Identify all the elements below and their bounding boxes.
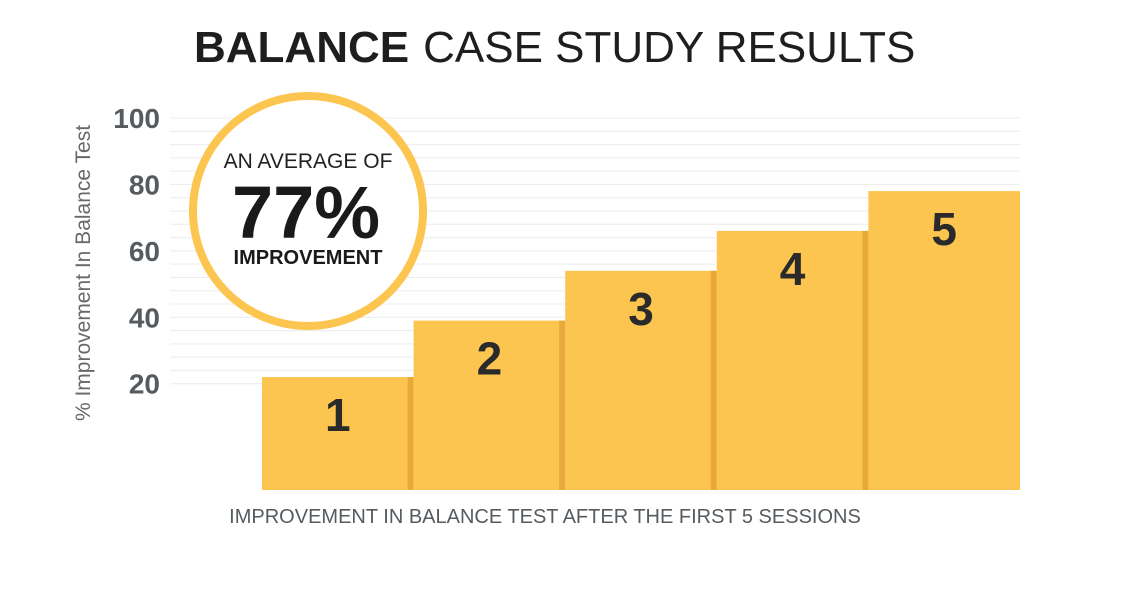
bar-1 xyxy=(262,377,414,490)
chart-title-bold: BALANCE xyxy=(194,23,409,72)
x-axis-label: IMPROVEMENT IN BALANCE TEST AFTER THE FI… xyxy=(229,506,861,528)
badge-top-text: AN AVERAGE OF xyxy=(224,150,393,173)
badge-ring xyxy=(189,92,427,330)
badge-value: 77% xyxy=(232,171,380,254)
bar-category-label: 5 xyxy=(931,203,957,255)
bar-edge-shadow xyxy=(559,320,566,490)
bar-edge-shadow xyxy=(862,230,869,490)
y-tick-label: 80 xyxy=(129,169,160,200)
bar-2 xyxy=(413,320,566,490)
y-tick-label: 100 xyxy=(113,103,160,134)
y-axis-ticks: 20 40 60 80 100 xyxy=(113,103,160,400)
chart-title: BALANCE CASE STUDY RESULTS xyxy=(194,23,915,72)
chart-title-light: CASE STUDY RESULTS xyxy=(423,23,915,72)
bars: 1 2 3 4 5 xyxy=(262,191,1020,491)
bar-category-label: 3 xyxy=(628,283,654,335)
bar-edge-shadow xyxy=(710,270,717,490)
badge-bottom-text: IMPROVEMENT xyxy=(234,247,383,269)
average-badge: AN AVERAGE OF 77% IMPROVEMENT xyxy=(189,92,427,330)
bar-3 xyxy=(565,270,717,490)
bar-5 xyxy=(868,191,1020,491)
bar-4 xyxy=(716,230,869,490)
bar-category-label: 4 xyxy=(780,243,806,295)
bar-category-label: 1 xyxy=(325,389,351,441)
y-tick-label: 60 xyxy=(129,236,160,267)
y-axis-label: % Improvement In Balance Test xyxy=(72,125,95,421)
y-tick-label: 40 xyxy=(129,302,160,333)
bar-category-label: 2 xyxy=(477,333,503,385)
bar-edge-shadow xyxy=(407,377,414,490)
y-tick-label: 20 xyxy=(129,369,160,400)
